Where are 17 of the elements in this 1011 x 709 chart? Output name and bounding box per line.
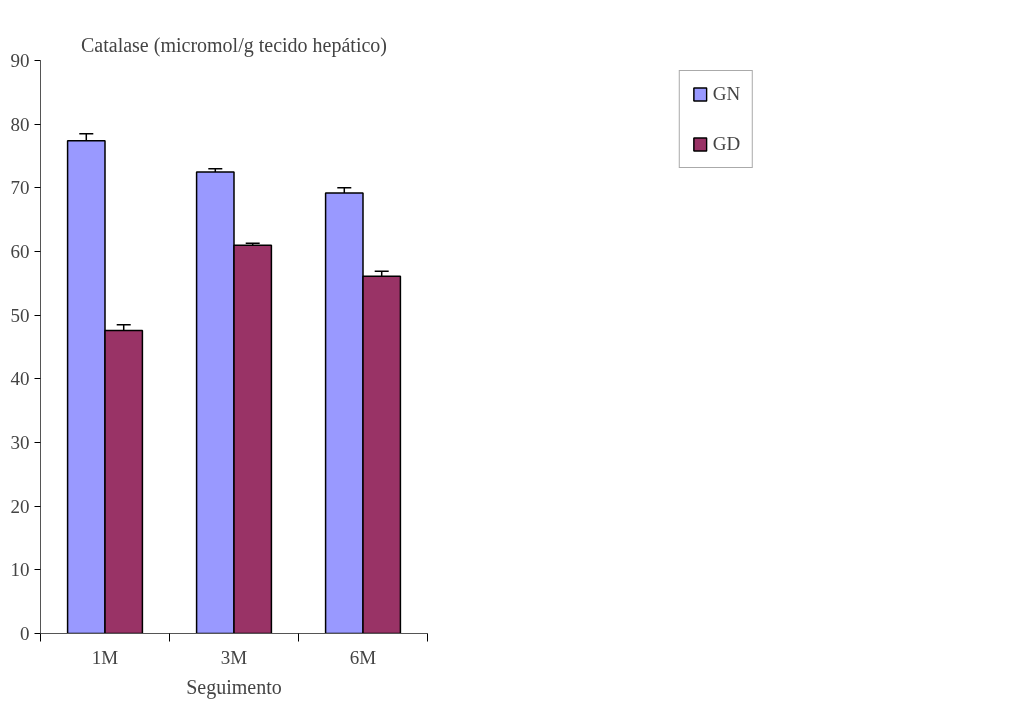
y-tick-label: 40 (10, 368, 30, 390)
y-tick-label: 80 (10, 113, 30, 135)
x-tick-label: 1M (91, 646, 119, 668)
x-tick-label: 3M (220, 646, 248, 668)
y-tick-label: 60 (10, 241, 30, 262)
y-tick-label: 30 (10, 432, 30, 453)
y-tick-label: 10 (10, 559, 30, 581)
chart-title: Catalase (micromol/g tecido hepático) (81, 33, 387, 57)
y-tick-label: 70 (10, 177, 30, 199)
x-tick-label: 6M (349, 646, 377, 668)
y-tick-label: 90 (10, 50, 30, 71)
y-tick-label: 20 (10, 495, 30, 517)
legend-label: GD (712, 133, 741, 155)
y-tick-label: 50 (10, 304, 30, 326)
legend-label: GN (712, 83, 741, 105)
x-axis-title: Seguimento (186, 675, 282, 699)
y-tick-label: 0 (20, 623, 30, 644)
